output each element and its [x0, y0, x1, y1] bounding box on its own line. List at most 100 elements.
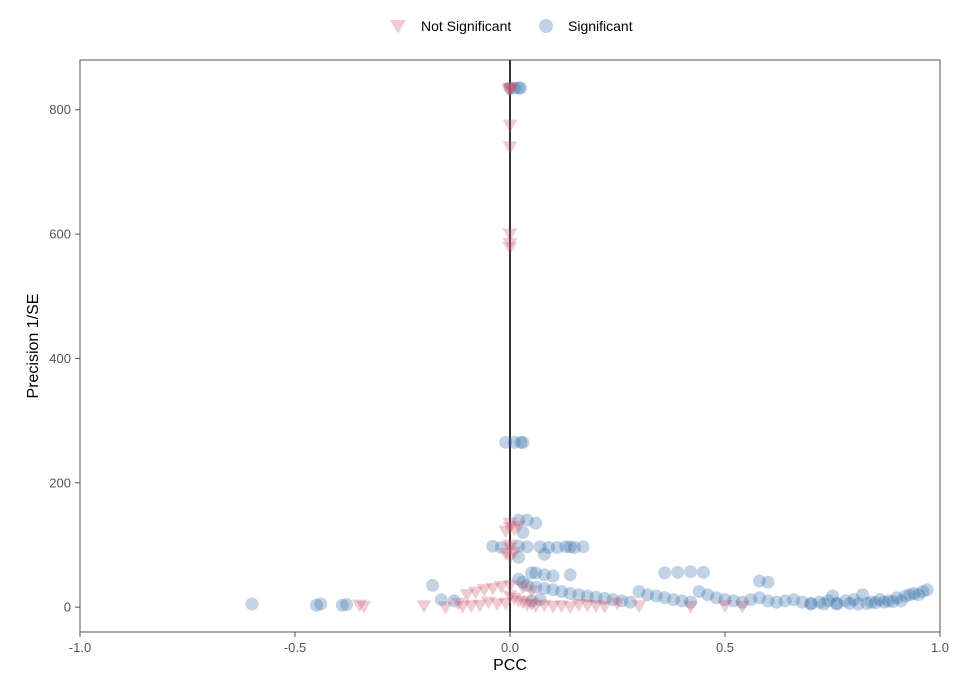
legend-marker-not-significant	[390, 20, 406, 34]
point-significant	[890, 591, 904, 605]
point-significant	[920, 583, 934, 597]
point-significant	[533, 593, 547, 607]
point-significant	[795, 595, 809, 609]
y-tick-label: 800	[49, 102, 71, 117]
point-not-significant	[450, 597, 466, 611]
point-significant	[598, 591, 612, 605]
point-not-significant	[502, 590, 518, 604]
point-significant	[752, 574, 766, 588]
point-significant	[542, 540, 556, 554]
point-significant	[752, 591, 766, 605]
point-not-significant	[459, 589, 475, 602]
point-not-significant	[498, 597, 514, 611]
point-significant	[537, 547, 551, 561]
point-not-significant	[502, 82, 518, 96]
point-not-significant	[476, 584, 492, 597]
point-significant	[894, 594, 908, 608]
point-not-significant	[455, 600, 471, 614]
point-significant	[537, 568, 551, 582]
point-not-significant	[502, 521, 518, 535]
point-significant	[761, 594, 775, 608]
point-significant	[851, 597, 865, 611]
point-significant	[572, 588, 586, 602]
point-significant	[568, 540, 581, 554]
data-points	[245, 81, 934, 615]
point-significant	[761, 575, 775, 589]
x-tick-label: -1.0	[69, 640, 91, 655]
point-significant	[843, 596, 857, 610]
point-significant	[856, 588, 870, 602]
point-not-significant	[502, 242, 518, 255]
point-significant	[546, 569, 560, 583]
point-not-significant	[506, 592, 522, 606]
point-significant	[559, 540, 573, 554]
point-significant	[692, 585, 706, 599]
point-significant	[555, 585, 569, 599]
point-not-significant	[502, 539, 518, 553]
point-significant	[770, 595, 784, 609]
point-significant	[658, 566, 672, 580]
point-significant	[537, 581, 551, 595]
point-significant	[830, 597, 844, 611]
point-significant	[507, 81, 521, 95]
point-not-significant	[493, 580, 509, 594]
y-tick-label: 200	[49, 475, 71, 490]
point-not-significant	[579, 599, 595, 613]
point-significant	[658, 591, 672, 605]
point-significant	[310, 598, 323, 612]
point-not-significant	[502, 228, 518, 242]
point-significant	[520, 578, 534, 592]
point-significant	[447, 594, 461, 608]
point-significant	[546, 583, 560, 597]
point-significant	[826, 589, 839, 603]
point-not-significant	[717, 600, 733, 614]
point-not-significant	[502, 542, 518, 556]
point-significant	[697, 565, 710, 579]
point-not-significant	[485, 582, 501, 596]
point-not-significant	[502, 579, 518, 593]
point-significant	[907, 586, 921, 600]
point-significant	[512, 513, 526, 527]
point-not-significant	[468, 586, 484, 600]
point-not-significant	[597, 600, 613, 614]
point-not-significant	[631, 600, 647, 614]
point-significant	[847, 593, 861, 607]
legend-item-significant: Significant	[539, 18, 633, 34]
point-not-significant	[571, 599, 587, 612]
point-significant	[580, 589, 594, 603]
point-not-significant	[498, 548, 514, 561]
point-not-significant	[524, 598, 539, 612]
point-significant	[563, 540, 577, 554]
point-significant	[684, 595, 698, 609]
point-significant	[903, 588, 917, 602]
point-not-significant	[352, 599, 367, 613]
point-significant	[666, 593, 680, 607]
point-not-significant	[502, 551, 518, 565]
point-significant	[899, 589, 913, 603]
point-significant	[563, 586, 577, 600]
x-tick-label: 0.0	[501, 640, 519, 655]
point-significant	[787, 593, 801, 607]
point-significant	[516, 435, 530, 449]
point-significant	[529, 580, 543, 594]
point-significant	[830, 596, 844, 610]
point-significant	[512, 81, 526, 95]
point-not-significant	[610, 597, 625, 611]
point-significant	[623, 595, 637, 609]
legend-label-significant: Significant	[568, 18, 633, 34]
point-significant	[340, 598, 354, 612]
point-not-significant	[683, 600, 699, 614]
point-significant	[516, 575, 530, 589]
y-tick-label: 0	[64, 600, 71, 615]
point-significant	[563, 568, 577, 582]
point-significant	[675, 594, 689, 608]
point-significant	[314, 597, 328, 611]
point-significant	[426, 578, 440, 592]
point-significant	[912, 588, 925, 602]
point-not-significant	[502, 517, 518, 531]
point-significant	[533, 540, 547, 554]
point-significant	[486, 539, 500, 553]
point-not-significant	[588, 600, 604, 614]
point-significant	[804, 597, 818, 611]
